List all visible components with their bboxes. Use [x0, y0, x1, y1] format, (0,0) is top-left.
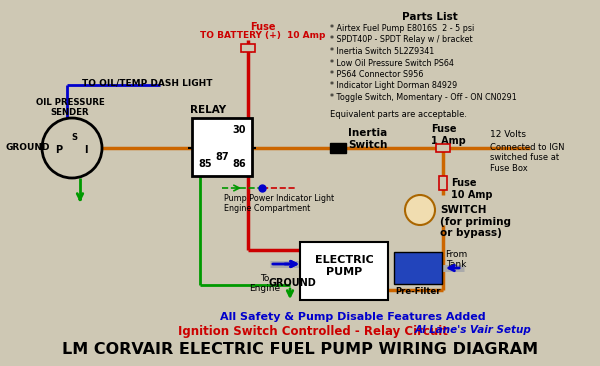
Text: Fuse
1 Amp: Fuse 1 Amp: [431, 124, 466, 146]
Text: Parts List: Parts List: [402, 12, 458, 22]
Text: Connected to IGN
switched fuse at
Fuse Box: Connected to IGN switched fuse at Fuse B…: [490, 143, 565, 173]
Text: 12 Volts: 12 Volts: [490, 130, 526, 139]
Text: OIL PRESSURE
SENDER: OIL PRESSURE SENDER: [35, 98, 104, 117]
Bar: [241, 44, 255, 52]
Text: * SPDT40P - SPDT Relay w / bracket: * SPDT40P - SPDT Relay w / bracket: [330, 36, 473, 45]
Text: * PS64 Connector S956: * PS64 Connector S956: [330, 70, 424, 79]
Bar: [300, 242, 388, 300]
Text: 86: 86: [232, 159, 246, 169]
Text: All Safety & Pump Disable Features Added: All Safety & Pump Disable Features Added: [220, 312, 485, 322]
Text: From
Tank: From Tank: [445, 250, 467, 269]
Text: TO OIL/TEMP DASH LIGHT: TO OIL/TEMP DASH LIGHT: [82, 78, 212, 87]
Text: Pre-Filter: Pre-Filter: [395, 287, 441, 296]
Text: Fuse
10 Amp: Fuse 10 Amp: [451, 178, 493, 199]
Text: GROUND: GROUND: [5, 143, 49, 153]
Text: 87: 87: [215, 152, 229, 162]
Text: * Low Oil Pressure Switch PS64: * Low Oil Pressure Switch PS64: [330, 59, 454, 67]
Bar: [394, 252, 442, 284]
Bar: [439, 176, 447, 190]
Text: TO BATTERY (+)  10 Amp: TO BATTERY (+) 10 Amp: [200, 31, 325, 40]
Text: RELAY: RELAY: [190, 105, 226, 115]
Text: To
Engine: To Engine: [250, 274, 281, 294]
Text: LM CORVAIR ELECTRIC FUEL PUMP WIRING DIAGRAM: LM CORVAIR ELECTRIC FUEL PUMP WIRING DIA…: [62, 342, 538, 357]
Text: * Toggle Switch, Momentary - Off - ON CN0291: * Toggle Switch, Momentary - Off - ON CN…: [330, 93, 517, 102]
Text: * Indicator Light Dorman 84929: * Indicator Light Dorman 84929: [330, 82, 457, 90]
Text: S: S: [71, 134, 77, 142]
Bar: [436, 144, 450, 152]
Text: Equivalent parts are acceptable.: Equivalent parts are acceptable.: [330, 110, 467, 119]
Text: P: P: [55, 145, 62, 155]
Text: GROUND: GROUND: [268, 278, 316, 288]
Text: SWITCH
(for priming
or bypass): SWITCH (for priming or bypass): [440, 205, 511, 238]
Text: I: I: [84, 145, 88, 155]
Bar: [192, 118, 252, 176]
Text: Fuse: Fuse: [250, 22, 275, 32]
Text: Al Lane's Vair Setup: Al Lane's Vair Setup: [415, 325, 532, 335]
Circle shape: [42, 118, 102, 178]
Text: ELECTRIC
PUMP: ELECTRIC PUMP: [314, 255, 373, 277]
Text: * Inertia Switch 5L2Z9341: * Inertia Switch 5L2Z9341: [330, 47, 434, 56]
Text: Ignition Switch Controlled - Relay Circuit: Ignition Switch Controlled - Relay Circu…: [178, 325, 448, 338]
Circle shape: [405, 195, 435, 225]
Text: Pump Power Indicator Light
Engine Compartment: Pump Power Indicator Light Engine Compar…: [224, 194, 334, 213]
Text: * Airtex Fuel Pump E8016S  2 - 5 psi: * Airtex Fuel Pump E8016S 2 - 5 psi: [330, 24, 474, 33]
Text: Inertia
Switch: Inertia Switch: [348, 128, 388, 150]
Text: 85: 85: [198, 159, 212, 169]
Bar: [330, 143, 346, 153]
Text: 30: 30: [233, 125, 246, 135]
